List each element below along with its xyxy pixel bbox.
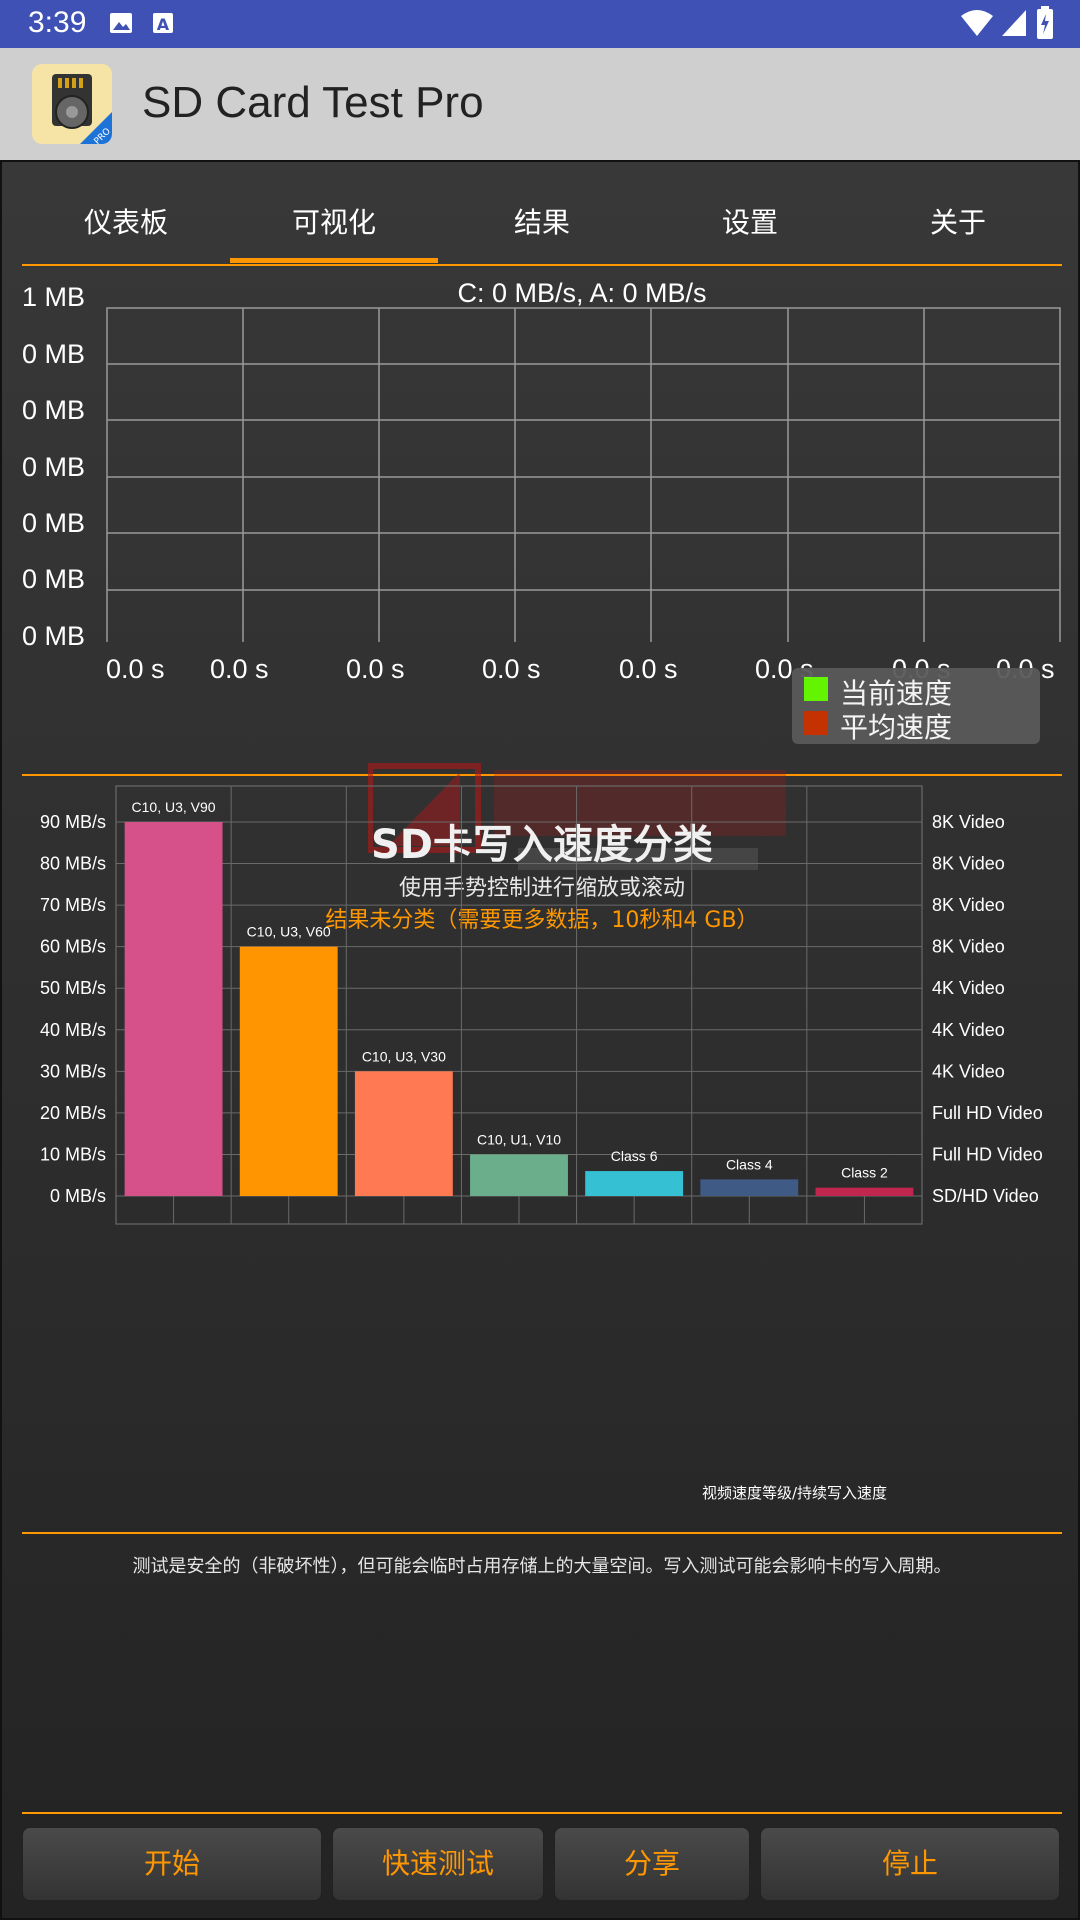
speed-class-bar-chart[interactable]: C10, U3, V90 C10, U3, V60 C10, U3, V30 C10,… [2, 162, 1078, 1502]
classification-note: 结果未分类（需要更多数据，10秒和4 GB） [325, 908, 759, 933]
legend-swatch [804, 677, 828, 701]
sd-card-icon: PRO [52, 74, 112, 144]
legend-label: 平均速度 [840, 711, 953, 744]
bar-3 [354, 1071, 453, 1196]
bar-right-label: 8K Video [932, 895, 1005, 915]
bar-right-label: 4K Video [932, 978, 1005, 998]
y-axis-label: 0 MB [22, 508, 86, 538]
bar-5 [585, 1171, 684, 1196]
speed-chart-grid [106, 307, 1061, 642]
tab-about[interactable]: 关于 [929, 206, 986, 239]
bar-label: C10, U1, V10 [477, 1131, 561, 1147]
bar-y-tick-label: 80 MB/s [40, 854, 106, 874]
classification-subtitle: 使用手势控制进行缩放或滚动 [398, 876, 685, 901]
divider [22, 774, 1062, 776]
font-icon: A [153, 13, 173, 34]
bar-7 [815, 1187, 914, 1196]
app-bar: PRO SD Card Test Pro [0, 48, 1080, 160]
tab-visualization[interactable]: 可视化 [291, 206, 376, 239]
bar-label: C10, U3, V60 [247, 924, 331, 940]
bar-y-tick-label: 10 MB/s [40, 1144, 106, 1164]
signal-icon [1002, 10, 1026, 36]
image-icon [110, 13, 132, 33]
bar-right-label: Full HD Video [932, 1144, 1043, 1164]
quick-test-button[interactable]: 快速测试 [332, 1827, 544, 1901]
bar-right-label: 4K Video [932, 1020, 1005, 1040]
status-time: 3:39 [28, 6, 87, 39]
bar-y-tick-label: 30 MB/s [40, 1061, 106, 1081]
bar-y-tick-label: 20 MB/s [40, 1103, 106, 1123]
wifi-icon [961, 10, 993, 36]
stop-button[interactable]: 停止 [760, 1827, 1060, 1901]
watermark-logo [368, 763, 786, 870]
x-axis-label: 0.0 s [210, 654, 269, 684]
bar-right-label: 8K Video [932, 812, 1005, 832]
y-axis-label: 0 MB [22, 339, 86, 369]
x-axis-label: 0.0 s [482, 654, 541, 684]
bar-right-label: 8K Video [932, 854, 1005, 874]
tab-dashboard[interactable]: 仪表板 [83, 206, 168, 239]
bar-right-label: 4K Video [932, 1061, 1005, 1081]
app-title: SD Card Test Pro [142, 78, 484, 127]
bar-right-label: 8K Video [932, 937, 1005, 957]
y-axis-label: 0 MB [22, 564, 86, 594]
legend-swatch [804, 711, 828, 735]
x-axis-label: 0.0 s [346, 654, 405, 684]
bar-right-label: SD/HD Video [932, 1186, 1039, 1206]
bar-y-tick-label: 70 MB/s [40, 895, 106, 915]
divider [22, 1532, 1062, 1534]
bar-label: Class 4 [726, 1156, 773, 1172]
bar-y-tick-label: 90 MB/s [40, 812, 106, 832]
tab-settings[interactable]: 设置 [721, 206, 778, 239]
bar-label: C10, U3, V90 [132, 799, 216, 815]
bar-y-tick-label: 0 MB/s [50, 1186, 106, 1206]
classification-title: SD卡写入速度分类 [370, 822, 713, 868]
start-button[interactable]: 开始 [22, 1827, 322, 1901]
svg-text:A: A [157, 15, 170, 34]
speed-chart-title: C: 0 MB/s, A: 0 MB/s [457, 278, 707, 308]
bar-label: Class 2 [841, 1165, 888, 1181]
y-axis-label: 1 MB [22, 282, 86, 312]
x-axis-label: 0.0 s [106, 654, 165, 684]
main-panel: 仪表板 可视化 结果 设置 关于 C: 0 MB/s, A: 0 MB/s 1 … [0, 160, 1080, 1920]
bar-label: Class 6 [611, 1148, 658, 1164]
share-button[interactable]: 分享 [554, 1827, 750, 1901]
y-axis-label: 0 MB [22, 395, 86, 425]
y-axis-label: 0 MB [22, 452, 86, 482]
legend-label: 当前速度 [840, 677, 953, 710]
bar-label: C10, U3, V30 [362, 1048, 446, 1064]
y-axis-label: 0 MB [22, 621, 86, 651]
app-logo: PRO [32, 64, 112, 144]
bar-6 [700, 1179, 799, 1196]
divider [22, 1812, 1062, 1814]
safety-notice: 测试是安全的（非破坏性），但可能会临时占用存储上的大量空间。写入测试可能会影响卡… [132, 1556, 952, 1577]
bar-chart-caption: 视频速度等级/持续写入速度 [702, 1484, 888, 1502]
status-bar: 3:39 A [0, 0, 1080, 48]
bar-2 [239, 946, 338, 1196]
bar-y-tick-label: 50 MB/s [40, 978, 106, 998]
tab-results[interactable]: 结果 [513, 206, 570, 239]
x-axis-label: 0.0 s [619, 654, 678, 684]
tab-bar: 仪表板 可视化 结果 设置 关于 [22, 192, 1062, 264]
bar-y-tick-label: 60 MB/s [40, 937, 106, 957]
bar-y-tick-label: 40 MB/s [40, 1020, 106, 1040]
bar-right-label: Full HD Video [932, 1103, 1043, 1123]
bar-1 [124, 822, 223, 1196]
chart-legend: 当前速度 平均速度 [792, 668, 1040, 744]
divider [22, 264, 1062, 266]
battery-icon [1037, 6, 1053, 39]
active-tab-indicator [230, 258, 438, 263]
bar-4 [470, 1154, 568, 1196]
